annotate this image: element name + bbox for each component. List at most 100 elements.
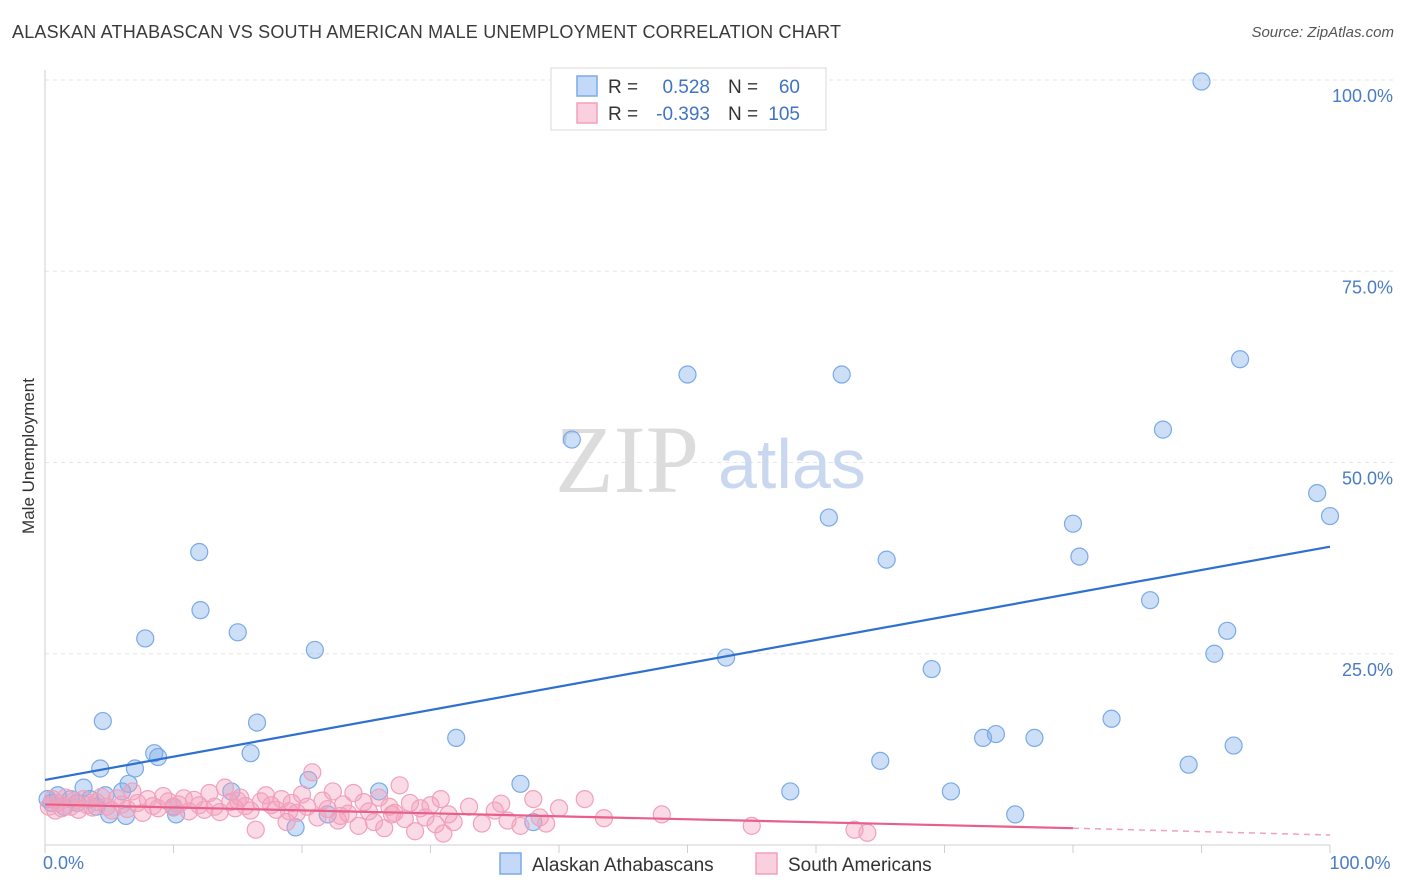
point-alaskan-athabascan xyxy=(1070,547,1089,566)
point-alaskan-athabascan xyxy=(1102,709,1121,728)
point-south-american xyxy=(228,791,247,810)
point-alaskan-athabascan xyxy=(871,751,890,770)
point-alaskan-athabascan xyxy=(190,542,209,562)
point-alaskan-athabascan xyxy=(832,365,851,384)
series-swatch-athabascan xyxy=(499,852,522,875)
y-tick-label: 25.0% xyxy=(1342,660,1393,680)
point-south-american xyxy=(511,816,530,835)
point-south-american xyxy=(241,801,260,820)
point-south-american xyxy=(154,786,173,806)
point-south-american xyxy=(323,782,342,801)
point-alaskan-athabascan xyxy=(1230,350,1250,369)
point-alaskan-athabascan xyxy=(781,782,800,801)
legend-r-label-2: R = xyxy=(608,104,638,125)
point-alaskan-athabascan xyxy=(1192,72,1211,91)
point-alaskan-athabascan xyxy=(1205,644,1224,663)
legend-swatch-south-american xyxy=(576,102,598,124)
point-south-american xyxy=(370,788,389,807)
point-south-american xyxy=(575,789,594,809)
point-south-american xyxy=(405,822,425,841)
watermark: ZIP atlas xyxy=(555,406,866,513)
point-alaskan-athabascan xyxy=(247,713,267,732)
point-south-american xyxy=(256,786,276,805)
point-south-american xyxy=(524,789,543,809)
point-south-american xyxy=(472,814,491,833)
point-alaskan-athabascan xyxy=(370,782,389,801)
y-axis-label: Male Unemployment xyxy=(19,378,38,534)
legend-n-value-1: 60 xyxy=(779,77,800,98)
point-south-american xyxy=(549,799,569,818)
point-alaskan-athabascan xyxy=(922,659,941,679)
point-alaskan-athabascan xyxy=(241,744,260,763)
point-alaskan-athabascan xyxy=(819,508,838,527)
legend-n-label-2: N = xyxy=(728,104,758,125)
point-south-american xyxy=(434,824,453,843)
y-tick-label: 50.0% xyxy=(1342,469,1393,489)
point-alaskan-athabascan xyxy=(562,430,581,449)
point-alaskan-athabascan xyxy=(877,550,896,569)
point-south-american xyxy=(195,800,214,819)
trend-line-south-american xyxy=(44,803,1074,830)
point-alaskan-athabascan xyxy=(941,782,961,801)
series-label-athabascan: Alaskan Athabascans xyxy=(532,855,714,876)
point-south-american xyxy=(280,802,299,821)
legend-r-label-1: R = xyxy=(608,77,638,98)
point-alaskan-athabascan xyxy=(986,724,1006,744)
series-label-south-american: South Americans xyxy=(788,855,932,876)
trend-lines xyxy=(44,545,1331,836)
point-south-american xyxy=(118,799,137,819)
series-legend: Alaskan Athabascans South Americans xyxy=(499,852,932,876)
point-south-american xyxy=(364,812,384,832)
point-alaskan-athabascan xyxy=(1140,591,1160,610)
point-south-american xyxy=(431,789,450,809)
point-south-american xyxy=(858,823,877,842)
x-tick-label: 0.0% xyxy=(43,853,84,873)
series-swatch-south-american xyxy=(755,852,778,875)
source-label: Source: ZipAtlas.com xyxy=(1251,24,1394,41)
point-south-american xyxy=(375,819,394,838)
trend-line-athabascan xyxy=(44,545,1331,782)
chart-title: ALASKAN ATHABASCAN VS SOUTH AMERICAN MAL… xyxy=(12,22,842,42)
point-south-american xyxy=(492,794,511,813)
point-south-american xyxy=(652,805,671,824)
legend-swatch-athabascan xyxy=(576,75,598,97)
point-alaskan-athabascan xyxy=(1153,420,1173,439)
point-alaskan-athabascan xyxy=(305,640,324,660)
point-alaskan-athabascan xyxy=(93,711,112,731)
point-alaskan-athabascan xyxy=(1320,506,1340,526)
point-south-american xyxy=(382,805,402,824)
point-south-american xyxy=(246,820,265,839)
tick-labels: 25.0% 50.0% 75.0% 100.0% 0.0% 100.0% xyxy=(43,86,1393,873)
legend-n-value-2: 105 xyxy=(768,104,800,125)
point-alaskan-athabascan xyxy=(678,365,697,384)
point-alaskan-athabascan xyxy=(136,629,155,648)
watermark-zip: ZIP xyxy=(555,406,699,513)
point-alaskan-athabascan xyxy=(1224,736,1243,755)
point-south-american xyxy=(390,776,409,795)
point-alaskan-athabascan xyxy=(1063,514,1083,533)
point-south-american xyxy=(537,814,556,833)
point-south-american xyxy=(426,815,445,834)
point-south-american xyxy=(400,793,420,813)
legend-r-value-2: -0.393 xyxy=(656,104,710,125)
point-south-american xyxy=(303,763,322,782)
point-alaskan-athabascan xyxy=(1308,484,1327,503)
point-alaskan-athabascan xyxy=(286,818,305,837)
point-south-american xyxy=(344,783,363,803)
point-south-american xyxy=(277,812,296,832)
point-alaskan-athabascan xyxy=(1179,755,1198,774)
legend-r-value-1: 0.528 xyxy=(662,77,710,98)
point-south-american xyxy=(334,795,353,814)
point-south-american xyxy=(444,812,463,832)
point-alaskan-athabascan xyxy=(1025,728,1044,748)
x-tick-label: 100.0% xyxy=(1329,853,1390,873)
y-tick-label: 75.0% xyxy=(1342,277,1393,297)
y-tick-label: 100.0% xyxy=(1332,86,1393,106)
point-south-american xyxy=(123,782,142,801)
point-alaskan-athabascan xyxy=(511,774,530,793)
point-alaskan-athabascan xyxy=(1218,621,1237,640)
axes xyxy=(44,70,1331,853)
point-alaskan-athabascan xyxy=(148,747,168,767)
point-south-american xyxy=(331,806,350,826)
